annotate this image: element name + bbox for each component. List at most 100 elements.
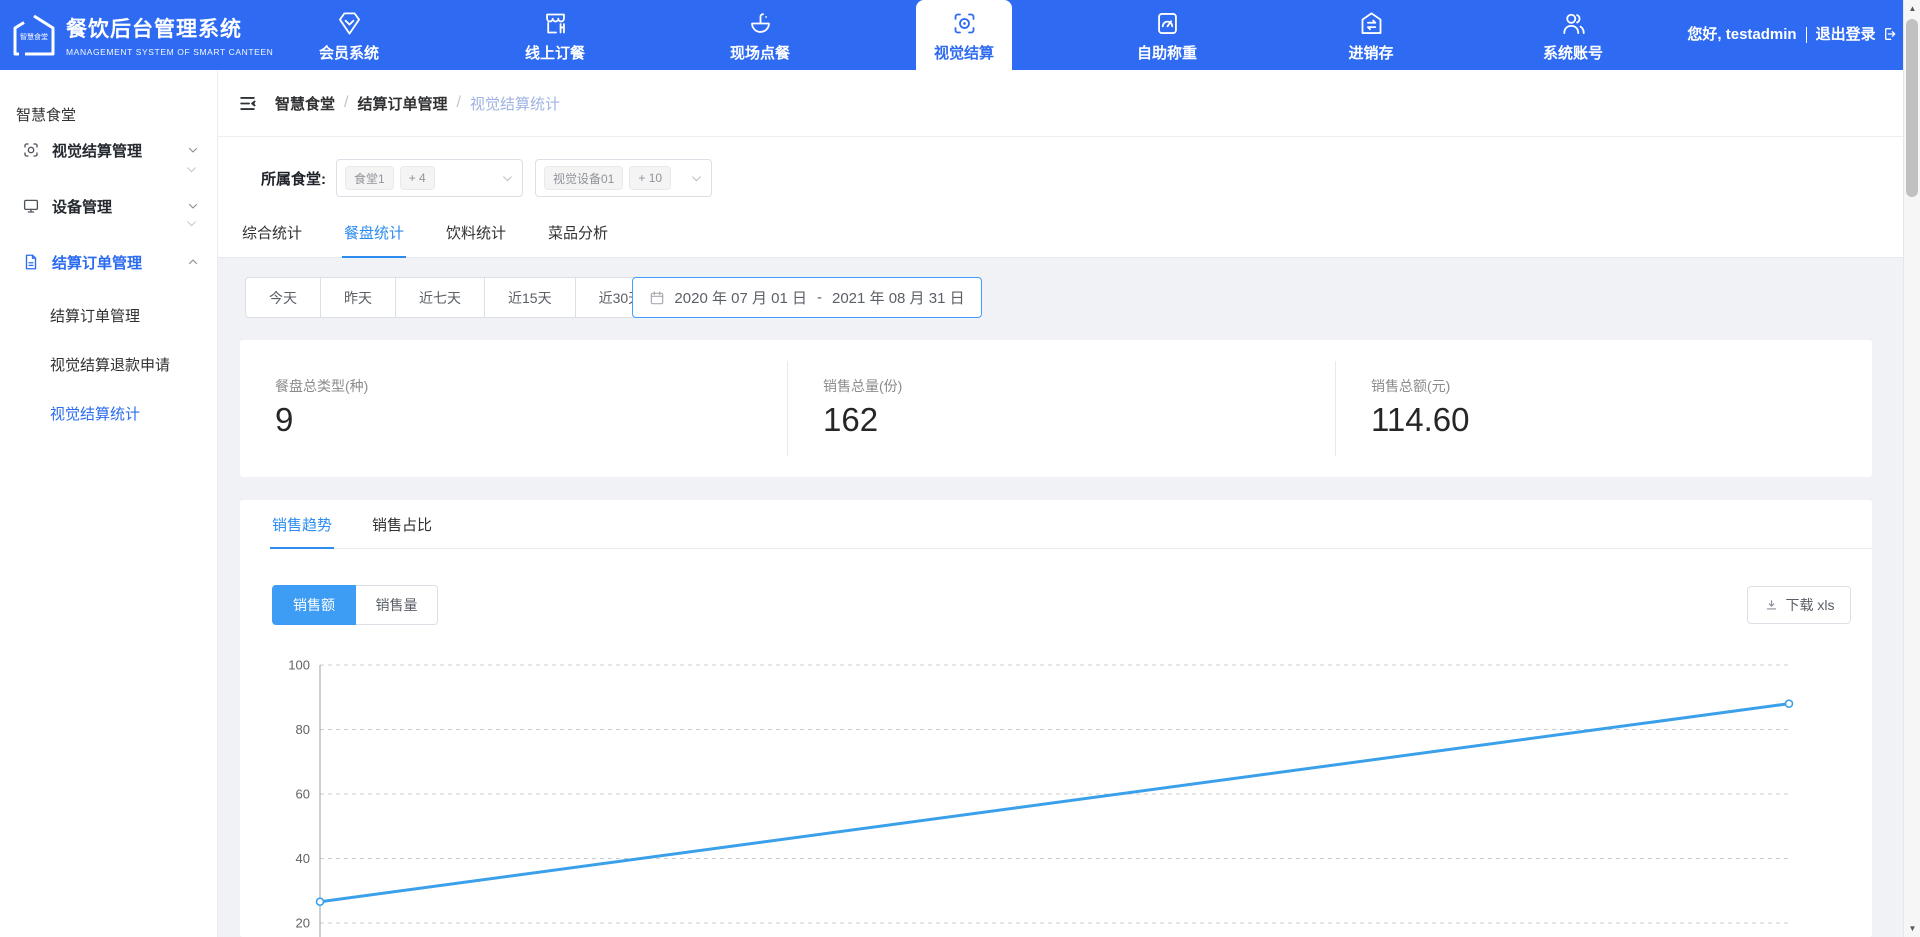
storefront-icon [542, 7, 569, 37]
breadcrumb-item[interactable]: 智慧食堂 [275, 95, 336, 113]
svg-text:20: 20 [296, 916, 310, 931]
tab-sales-share[interactable]: 销售占比 [372, 516, 433, 534]
app-logo-icon: 智慧食堂 [13, 14, 55, 56]
stat-value: 162 [823, 401, 879, 438]
chevron-down-icon [187, 200, 199, 212]
chevron-down-icon [501, 172, 514, 185]
stats-tabs: 综合统计 餐盘统计 饮料统计 菜品分析 [240, 222, 648, 258]
sales-trend-chart[interactable]: 100 80 60 40 20 [250, 645, 1862, 937]
sidebar-subitem-settlement-order-mgmt[interactable]: 结算订单管理 [50, 307, 141, 325]
dish-order-icon [747, 7, 774, 37]
summary-stats-card: 餐盘总类型(种) 9 销售总量(份) 162 销售总额(元) 114.60 [240, 340, 1872, 477]
breadcrumb-separator: / [344, 94, 349, 111]
app-title: 餐饮后台管理系统 [66, 18, 242, 41]
canteen-select[interactable]: 食堂1 + 4 [336, 159, 523, 197]
breadcrumb-separator: / [456, 94, 461, 111]
nav-item-inventory[interactable]: 进销存 [1323, 0, 1419, 70]
yesterday-button[interactable]: 昨天 [320, 277, 396, 318]
sidebar-item-visual-settlement-mgmt[interactable]: 视觉结算管理 [0, 126, 217, 174]
filter-panel: 所属食堂: 食堂1 + 4 视觉设备01 + 10 综合统计 餐盘统计 饮料统计… [218, 137, 1903, 258]
gem-member-icon [336, 7, 363, 37]
app-subtitle: MANAGEMENT SYSTEM OF SMART CANTEEN [66, 47, 274, 57]
scan-vision-icon [951, 7, 978, 37]
panel-collapse-chevron-icon[interactable] [185, 163, 198, 176]
today-button[interactable]: 今天 [245, 277, 321, 318]
sidebar-item-device-mgmt[interactable]: 设备管理 [0, 182, 217, 230]
tab-sales-trend[interactable]: 销售趋势 [270, 500, 335, 549]
stat-plate-types: 餐盘总类型(种) 9 [240, 340, 368, 477]
sales-chart-card: 销售趋势 销售占比 销售额 销售量 下载 xls 100 80 60 40 20 [240, 500, 1872, 937]
download-icon [1764, 598, 1779, 613]
app-brand: 智慧食堂 餐饮后台管理系统 MANAGEMENT SYSTEM OF SMART… [10, 11, 273, 59]
date-range-start: 2020 年 07 月 01 日 [674, 290, 807, 307]
nav-item-self-weighing[interactable]: 自助称重 [1119, 0, 1215, 70]
chart-tabs: 销售趋势 销售占比 [270, 500, 1872, 549]
download-xls-button[interactable]: 下载 xls [1747, 586, 1851, 624]
svg-text:100: 100 [288, 658, 310, 673]
tab-dish-analysis[interactable]: 菜品分析 [548, 225, 609, 242]
nav-item-online-ordering[interactable]: 线上订餐 [507, 0, 603, 70]
breadcrumb-bar: 智慧食堂 / 结算订单管理 / 视觉结算统计 [218, 70, 1903, 137]
breadcrumb-current: 视觉结算统计 [469, 95, 560, 113]
header-divider [1805, 27, 1807, 43]
user-greeting: 您好, testadmin [1687, 26, 1797, 43]
menu-fold-icon[interactable] [238, 94, 257, 113]
scroll-up-arrow-icon[interactable]: ▲ [1908, 4, 1917, 13]
more-count-tag: + 4 [399, 166, 435, 190]
svg-text:40: 40 [296, 851, 310, 866]
vertical-scrollbar[interactable]: ▲ ▼ [1903, 0, 1920, 937]
chevron-down-icon [187, 144, 199, 156]
sidebar-subitem-refund-request[interactable]: 视觉结算退款申请 [50, 356, 171, 374]
logout-button[interactable]: 退出登录 [1816, 23, 1897, 47]
stat-label: 销售总量(份) [823, 378, 903, 394]
tab-plate-stats[interactable]: 餐盘统计 [342, 222, 407, 258]
device-select[interactable]: 视觉设备01 + 10 [535, 159, 712, 197]
stat-total-sales-count: 销售总量(份) 162 [788, 340, 902, 477]
more-count-tag: + 10 [629, 166, 672, 190]
scale-weigh-icon [1154, 7, 1181, 37]
divider [1335, 361, 1336, 456]
last15days-button[interactable]: 近15天 [484, 277, 576, 318]
stat-label: 销售总额(元) [1371, 378, 1451, 394]
sales-amount-toggle[interactable]: 销售额 [272, 585, 356, 625]
svg-text:80: 80 [296, 722, 310, 737]
sidebar-title: 智慧食堂 [16, 107, 77, 124]
divider [787, 361, 788, 456]
date-range-picker[interactable]: 2020 年 07 月 01 日 - 2021 年 08 月 31 日 [632, 277, 982, 318]
date-range-end: 2021 年 08 月 31 日 [832, 290, 965, 307]
stat-value: 9 [275, 401, 294, 438]
chevron-down-icon [690, 172, 703, 185]
stat-label: 餐盘总类型(种) [275, 378, 369, 394]
inventory-arrows-icon [1358, 7, 1385, 37]
selected-tag: 视觉设备01 [544, 166, 624, 190]
calendar-icon [649, 290, 665, 306]
svg-text:60: 60 [296, 787, 310, 802]
metric-toggle: 销售额 销售量 [272, 585, 438, 625]
sidebar-subitem-visual-settlement-stats[interactable]: 视觉结算统计 [50, 405, 141, 423]
svg-text:智慧食堂: 智慧食堂 [20, 32, 48, 41]
selected-tag: 食堂1 [345, 166, 394, 190]
monitor-icon [22, 197, 40, 215]
tab-drink-stats[interactable]: 饮料统计 [446, 225, 507, 242]
users-icon [1560, 7, 1587, 37]
date-range-separator: - [817, 289, 822, 306]
stat-value: 114.60 [1371, 401, 1470, 438]
panel-collapse-chevron-icon[interactable] [185, 217, 198, 230]
main-content: 今天 昨天 近七天 近15天 近30天 2020 年 07 月 01 日 - 2… [218, 258, 1903, 937]
scroll-down-arrow-icon[interactable]: ▼ [1908, 924, 1917, 933]
sales-volume-toggle[interactable]: 销售量 [356, 585, 438, 625]
last7days-button[interactable]: 近七天 [395, 277, 485, 318]
chevron-up-icon [187, 256, 199, 268]
app-header: 智慧食堂 餐饮后台管理系统 MANAGEMENT SYSTEM OF SMART… [0, 0, 1920, 70]
nav-item-system-account[interactable]: 系统账号 [1525, 0, 1621, 70]
sidebar-item-settlement-order-mgmt[interactable]: 结算订单管理 [0, 238, 217, 286]
nav-item-member-system[interactable]: 会员系统 [301, 0, 397, 70]
tab-comprehensive-stats[interactable]: 综合统计 [242, 225, 303, 242]
scrollbar-thumb[interactable] [1906, 19, 1918, 197]
logout-icon [1881, 26, 1897, 42]
sidebar: 智慧食堂 视觉结算管理 设备管理 结算订单管理 结算订单管理 视觉结算退款申请 … [0, 70, 218, 937]
nav-item-visual-settlement[interactable]: 视觉结算 [916, 0, 1012, 70]
nav-item-onsite-ordering[interactable]: 现场点餐 [712, 0, 808, 70]
date-quick-buttons: 今天 昨天 近七天 近15天 近30天 [245, 277, 667, 318]
breadcrumb-item[interactable]: 结算订单管理 [357, 95, 448, 113]
